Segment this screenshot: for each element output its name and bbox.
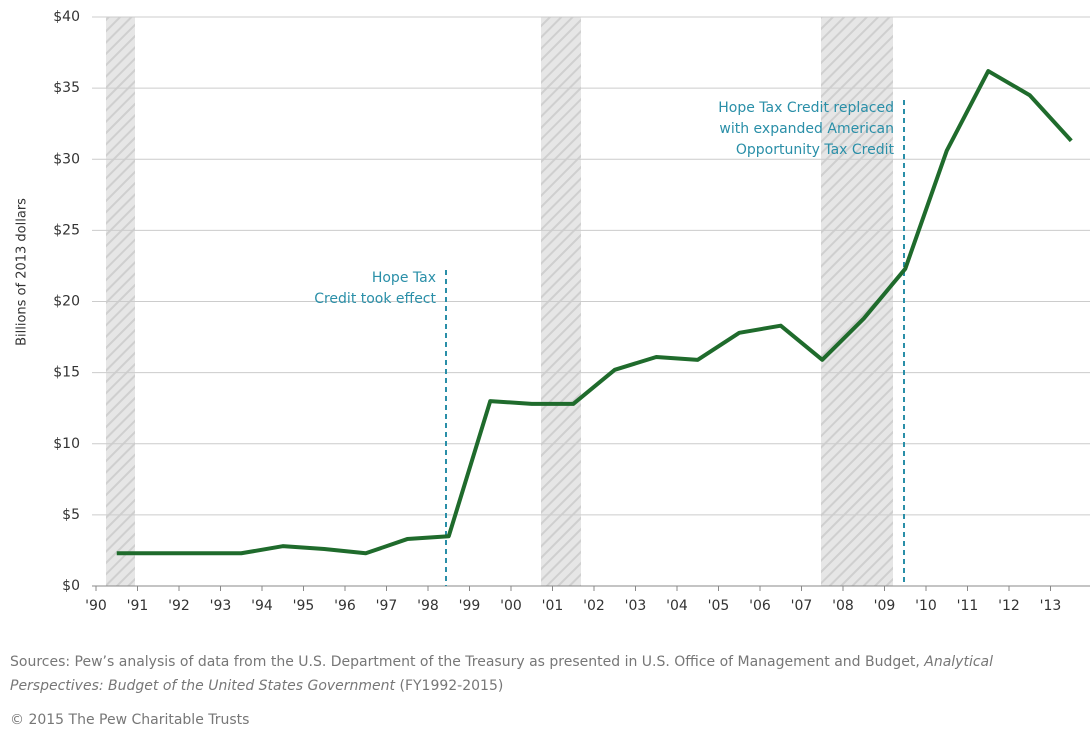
- copyright: © 2015 The Pew Charitable Trusts: [10, 712, 250, 728]
- y-tick-label: $35: [53, 80, 80, 96]
- x-tick-label: '99: [459, 598, 481, 610]
- annotation-text: Credit took effect: [314, 291, 436, 307]
- y-tick-label: $0: [62, 578, 80, 594]
- x-tick-label: '03: [625, 598, 647, 610]
- annotation-text: Hope Tax Credit replaced: [718, 100, 894, 116]
- x-tick-label: '90: [85, 598, 107, 610]
- source-text: Sources: Pew’s analysis of data from the…: [10, 654, 925, 670]
- x-tick-label: '91: [127, 598, 149, 610]
- y-tick-label: $40: [53, 9, 80, 25]
- x-tick-label: '02: [583, 598, 605, 610]
- x-tick-label: '97: [376, 598, 398, 610]
- x-tick-label: '09: [874, 598, 896, 610]
- chart: Billions of 2013 dollars $0 $5 $10 $15 $20 $2…: [15, 9, 1090, 610]
- x-tick-label: '93: [210, 598, 232, 610]
- x-tick-label: '95: [293, 598, 315, 610]
- y-tick-label: $10: [53, 436, 80, 452]
- x-tick-label: '04: [666, 598, 688, 610]
- annotation-text: with expanded American: [719, 121, 894, 137]
- x-tick-label: '13: [1040, 598, 1062, 610]
- x-tick-label: '10: [915, 598, 937, 610]
- source-title: Analytical Perspectives: Budget of the U…: [10, 654, 993, 694]
- x-tick-label: '08: [832, 598, 854, 610]
- y-tick-label: $5: [62, 507, 80, 523]
- x-tick-label: '92: [168, 598, 190, 610]
- x-tick-label: '94: [251, 598, 273, 610]
- x-tick-label: '00: [500, 598, 522, 610]
- y-tick-label: $20: [53, 294, 80, 310]
- annotation-text: Opportunity Tax Credit: [736, 142, 895, 158]
- data-line: [116, 69, 1073, 556]
- y-tick-label: $25: [53, 222, 80, 238]
- x-tick-label: '06: [749, 598, 771, 610]
- annotation-text: Hope Tax: [372, 270, 436, 286]
- x-tick-label: '96: [334, 598, 356, 610]
- x-tick-label: '05: [708, 598, 730, 610]
- y-tick-label: $15: [53, 365, 80, 381]
- x-tick-label: '12: [998, 598, 1020, 610]
- y-axis-label: Billions of 2013 dollars: [15, 198, 30, 346]
- x-tick-label: '98: [417, 598, 439, 610]
- x-tick-label: '11: [957, 598, 979, 610]
- x-tick-label: '07: [791, 598, 813, 610]
- source-text: (FY1992-2015): [395, 678, 504, 694]
- x-tick-label: '01: [542, 598, 564, 610]
- source: Sources: Pew’s analysis of data from the…: [10, 650, 1085, 698]
- y-tick-label: $30: [53, 151, 80, 167]
